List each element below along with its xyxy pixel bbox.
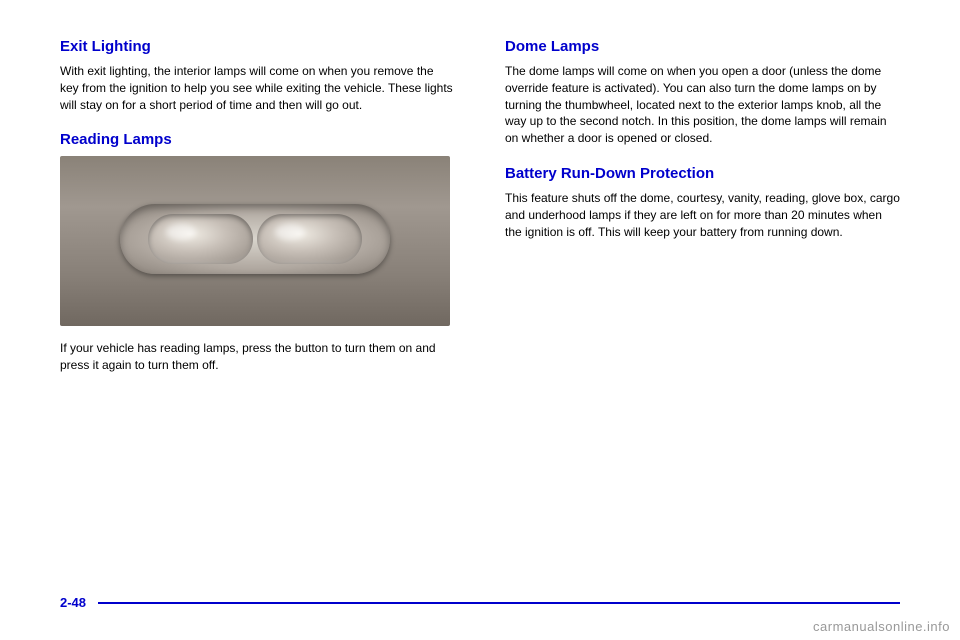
battery-protection-heading: Battery Run-Down Protection <box>505 165 900 182</box>
page-footer: 2-48 <box>60 595 900 610</box>
dome-lamps-heading: Dome Lamps <box>505 38 900 55</box>
page-number: 2-48 <box>60 595 86 610</box>
exit-lighting-heading: Exit Lighting <box>60 38 455 55</box>
right-column: Dome Lamps The dome lamps will come on w… <box>505 38 900 392</box>
reading-lamps-heading: Reading Lamps <box>60 131 455 148</box>
lamp-lens-left <box>148 214 253 264</box>
dome-lamps-body: The dome lamps will come on when you ope… <box>505 63 900 147</box>
left-column: Exit Lighting With exit lighting, the in… <box>60 38 455 392</box>
reading-lamps-photo <box>60 156 450 326</box>
battery-protection-body: This feature shuts off the dome, courtes… <box>505 190 900 240</box>
page-content: Exit Lighting With exit lighting, the in… <box>0 0 960 412</box>
lamp-lens-right <box>257 214 362 264</box>
exit-lighting-body: With exit lighting, the interior lamps w… <box>60 63 455 113</box>
reading-lamps-body: If your vehicle has reading lamps, press… <box>60 340 455 374</box>
footer-divider <box>98 602 900 604</box>
lamp-assembly <box>120 204 390 274</box>
watermark: carmanualsonline.info <box>813 619 950 634</box>
